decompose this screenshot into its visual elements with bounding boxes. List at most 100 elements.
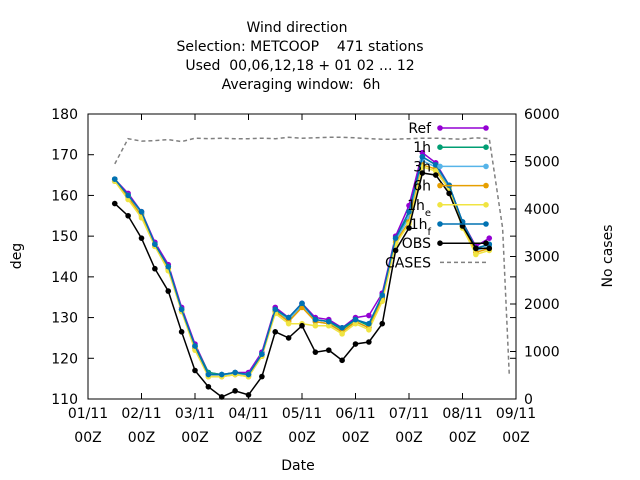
data-point-1h-f xyxy=(152,241,158,248)
data-point-1h-f xyxy=(312,316,319,323)
data-point-obs xyxy=(299,322,305,329)
x-tick-label: 08/11 xyxy=(442,406,482,422)
data-point-obs xyxy=(138,235,145,241)
data-point-1h-f xyxy=(259,351,265,358)
y2-tick-label: 2000 xyxy=(524,297,560,313)
data-point-obs xyxy=(178,329,185,335)
series-line-ref xyxy=(114,151,490,376)
data-point-1h-f xyxy=(272,306,279,313)
legend-marker-1h-e xyxy=(483,202,489,208)
data-point-1h-f xyxy=(366,320,372,327)
y-tick-label: 120 xyxy=(51,351,78,367)
x-tick-label: 01/11 xyxy=(68,406,108,422)
legend-marker-obs xyxy=(483,240,489,246)
data-point-1h-f xyxy=(419,153,426,160)
y-axis-label: deg xyxy=(9,243,25,269)
x-tick-label-time: 00Z xyxy=(449,430,476,446)
y-tick-label: 150 xyxy=(51,229,78,245)
data-point-1h-f xyxy=(299,300,305,307)
series-line-1h xyxy=(114,155,490,376)
data-point-1h-f xyxy=(245,371,252,378)
legend-marker-3h xyxy=(437,163,443,170)
x-tick-label: 05/11 xyxy=(282,406,322,422)
data-point-obs xyxy=(125,212,131,219)
data-point-obs xyxy=(232,388,238,394)
data-point-obs xyxy=(165,288,172,294)
data-point-1h-f xyxy=(352,316,359,323)
x-tick-label-time: 00Z xyxy=(74,430,101,446)
legend-marker-1h-f xyxy=(437,221,443,227)
data-point-1h-f xyxy=(165,263,172,270)
data-point-obs xyxy=(419,170,426,176)
series-obs xyxy=(111,170,493,400)
legend-label-ref: Ref xyxy=(408,121,432,137)
x-tick-label: 07/11 xyxy=(389,406,429,422)
data-point-obs xyxy=(486,245,493,252)
legend-marker-ref xyxy=(437,125,443,131)
x-tick-label: 04/11 xyxy=(228,406,268,422)
data-point-1h-f xyxy=(178,306,185,313)
plot-axes: 110 120 130 140 150 160 170 180 0 1000 2000 3000 400… xyxy=(51,107,559,446)
y2-tick-label: 4000 xyxy=(524,202,560,218)
data-point-obs xyxy=(152,265,158,272)
legend-marker-6h xyxy=(483,182,489,189)
data-point-1h-f xyxy=(218,371,225,378)
plot-frame xyxy=(87,113,517,400)
data-point-1h-f xyxy=(111,176,118,182)
data-point-obs xyxy=(259,373,265,380)
plot-series xyxy=(111,136,511,400)
series-line-cases xyxy=(114,136,511,376)
data-point-1h-f xyxy=(285,314,292,321)
title-line-1: Wind direction xyxy=(247,20,348,36)
chart-title: Wind direction Selection: METCOOP 471 st… xyxy=(176,20,423,93)
data-point-1h-f xyxy=(205,371,212,378)
legend-label-obs: OBS xyxy=(402,236,431,252)
data-point-obs xyxy=(272,329,279,335)
data-point-1h-f xyxy=(232,369,238,376)
data-point-obs xyxy=(473,245,479,252)
y2-axis-label: No cases xyxy=(600,225,616,288)
data-point-1h-f xyxy=(379,292,386,298)
data-point-obs xyxy=(446,190,452,197)
title-line-4: Averaging window: 6h xyxy=(222,77,381,93)
data-point-1h-e xyxy=(325,322,332,329)
y-tick-label: 140 xyxy=(51,270,78,286)
data-point-1h-e xyxy=(473,251,479,258)
legend-marker-obs xyxy=(437,240,443,246)
data-point-1h-e xyxy=(352,320,359,327)
x-tick-label: 06/11 xyxy=(335,406,375,422)
data-point-1h-f xyxy=(192,343,198,349)
legend-label-3h: 3h xyxy=(413,159,431,175)
x-tick-label: 09/11 xyxy=(496,406,536,422)
y2-tick-label: 3000 xyxy=(524,250,560,266)
legend-label-6h: 6h xyxy=(413,179,431,195)
data-point-obs xyxy=(392,247,399,254)
x-tick-label-time: 00Z xyxy=(128,430,155,446)
data-point-obs xyxy=(111,200,118,207)
data-point-obs xyxy=(218,394,225,400)
data-point-obs xyxy=(325,347,332,353)
y-tick-label: 170 xyxy=(51,148,78,164)
series-line-3h xyxy=(114,159,490,376)
data-point-obs xyxy=(205,383,212,390)
series-1h-e xyxy=(111,164,493,380)
x-tick-label-time: 00Z xyxy=(181,430,208,446)
title-line-2: Selection: METCOOP 471 stations xyxy=(176,39,423,55)
data-point-obs xyxy=(432,172,439,178)
x-tick-label-time: 00Z xyxy=(395,430,422,446)
legend-marker-1h xyxy=(437,144,443,150)
y-tick-label: 110 xyxy=(51,392,78,408)
data-point-obs xyxy=(352,341,359,347)
x-tick-label-time: 00Z xyxy=(235,430,262,446)
y2-tick-label: 0 xyxy=(524,392,533,408)
legend-marker-1h-e xyxy=(437,202,443,208)
y-tick-label: 130 xyxy=(51,311,78,327)
data-point-1h-f xyxy=(339,324,345,331)
x-tick-label: 03/11 xyxy=(175,406,215,422)
series-ref xyxy=(111,149,493,378)
legend-marker-1h-f xyxy=(483,221,489,227)
data-point-ref xyxy=(366,312,372,319)
